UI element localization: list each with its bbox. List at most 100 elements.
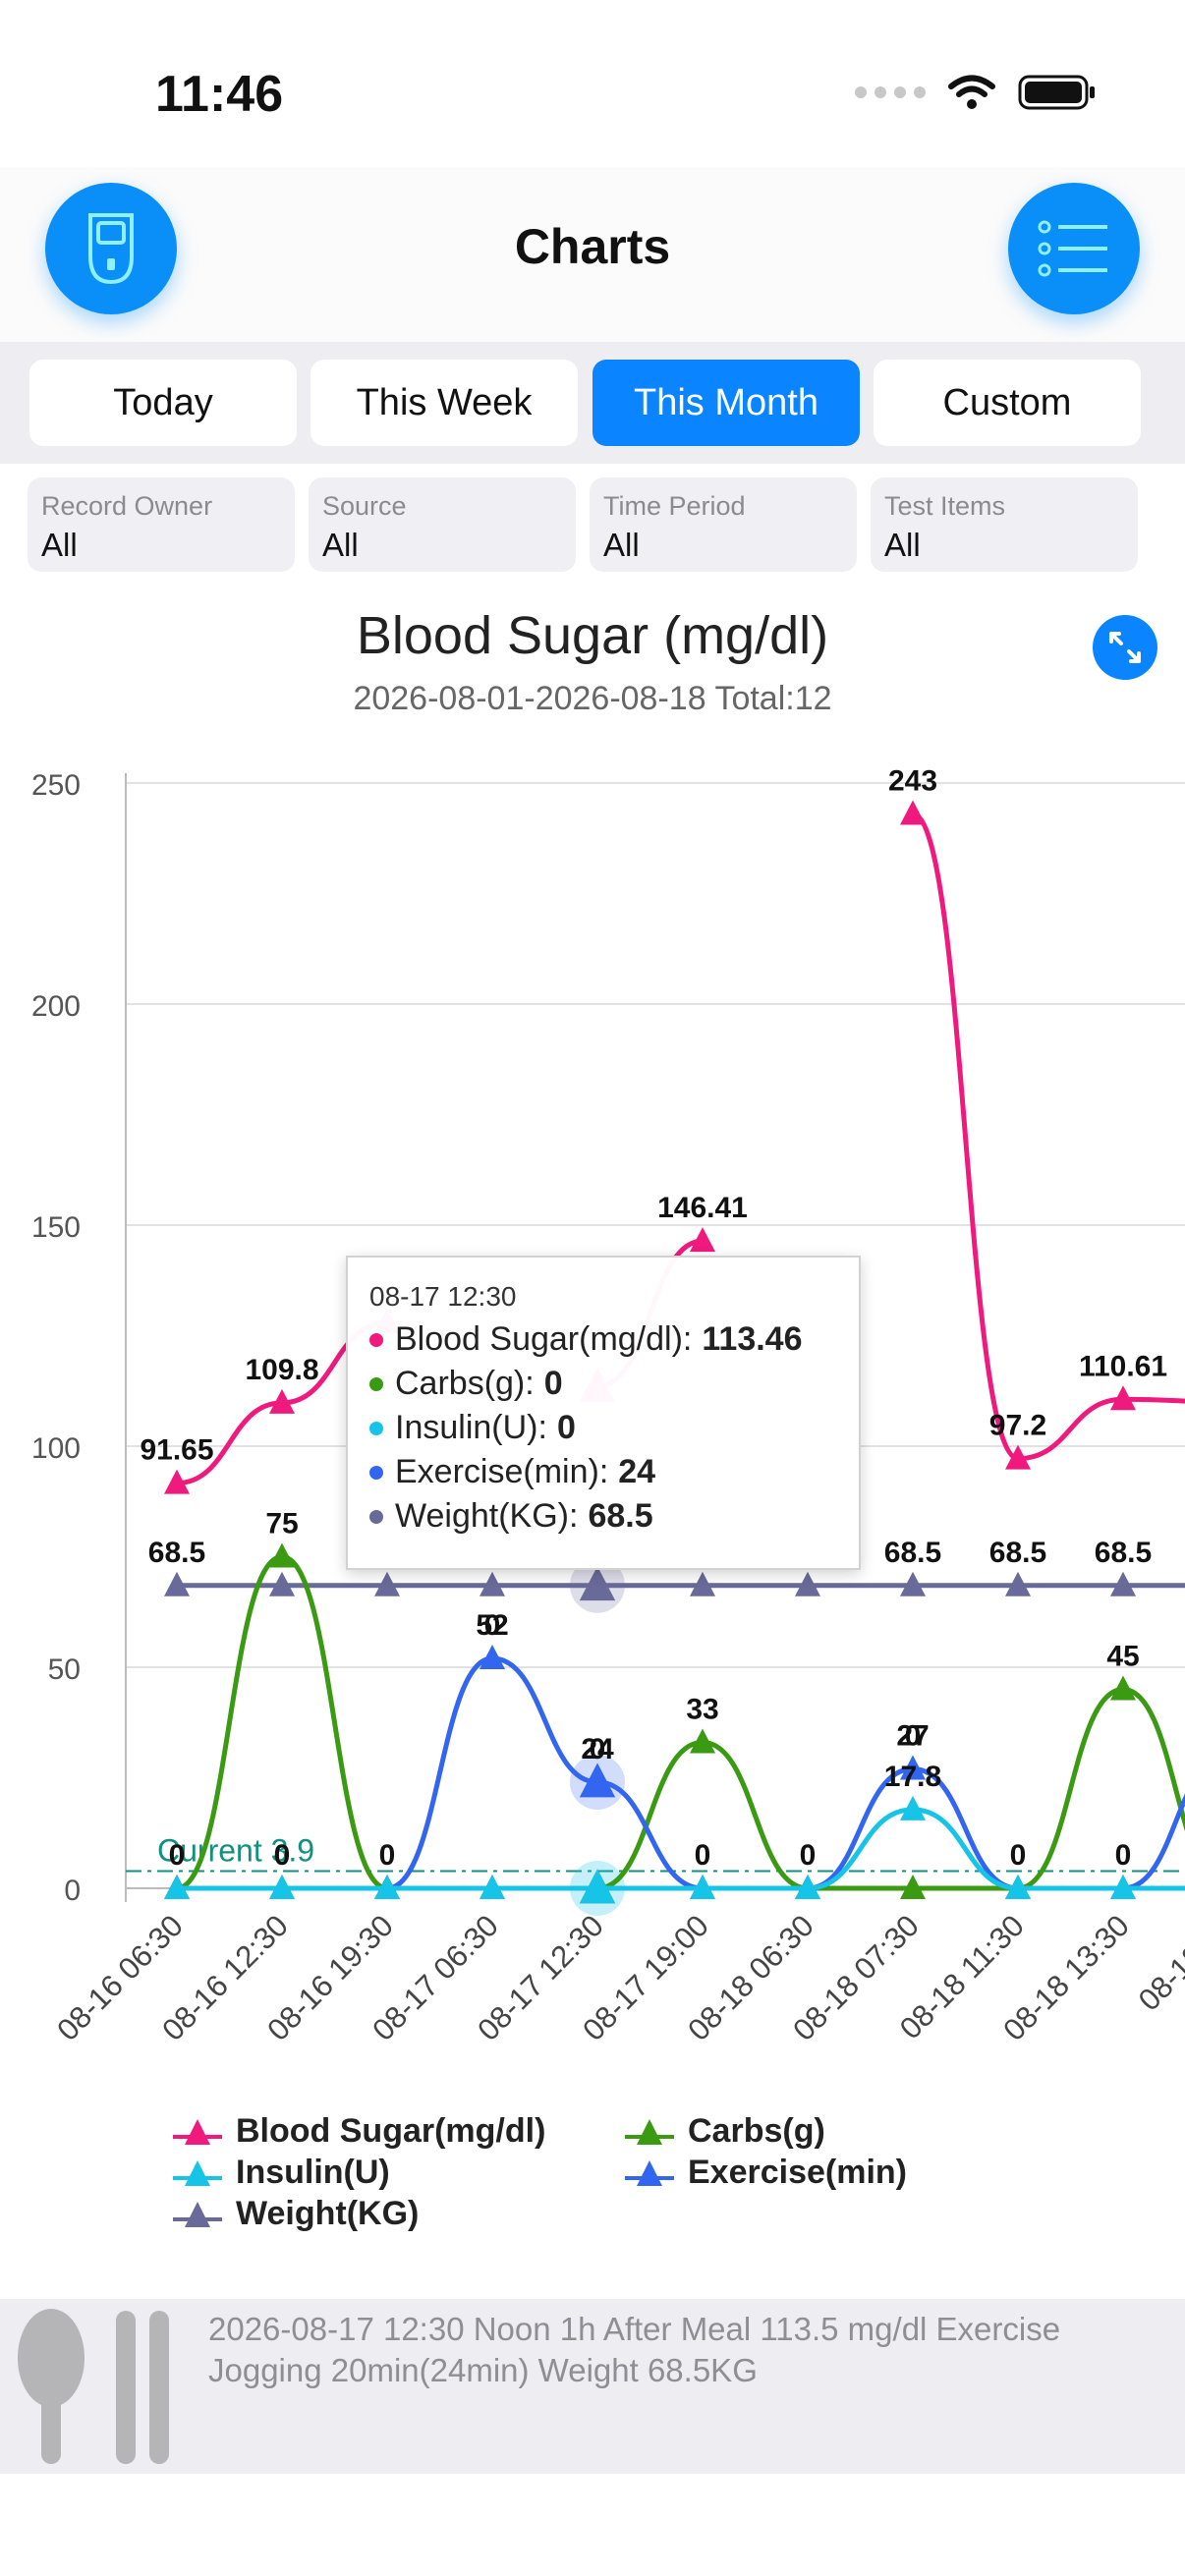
triangle-icon [625,2159,674,2186]
data-label: 110.61 [1079,1350,1167,1382]
status-bar: 11:46 [0,0,1185,167]
data-point-marker [1005,1444,1031,1470]
data-point-marker [579,1869,616,1904]
blood-sugar-dot-icon [369,1332,383,1347]
device-button[interactable] [45,183,177,314]
data-point-marker [480,1571,505,1596]
tooltip-series-name: Weight(KG) [395,1497,569,1535]
list-menu-button[interactable] [1008,183,1140,314]
data-point-marker [1110,1675,1136,1701]
data-point-marker [374,1875,400,1899]
data-label: 0 [905,1720,922,1753]
data-point-marker [690,1571,715,1596]
y-tick-label: 250 [31,769,81,802]
tab-today[interactable]: Today [29,360,297,446]
legend-label: Insulin(U) [236,2154,390,2191]
legend-exercise[interactable]: Exercise(min) [625,2154,907,2192]
header [0,167,1185,342]
chart-subtitle: 2026-08-01-2026-08-18 Total:12 [353,680,832,717]
tooltip-series-name: Exercise(min) [395,1453,599,1490]
y-tick-label: 50 [48,1653,81,1686]
filter-label: Source [322,491,407,521]
filter-source[interactable]: Source All [309,477,576,572]
tooltip-series-value: 24 [618,1453,656,1490]
data-point-marker [795,1875,820,1899]
filter-record-owner[interactable]: Record Owner All [28,477,295,572]
data-point-marker [1110,1875,1136,1899]
page-title: Charts [514,219,671,274]
filter-test-items[interactable]: Test Items All [871,477,1138,572]
data-point-marker [269,1542,295,1568]
data-label: 91.65 [140,1434,213,1467]
legend-insulin[interactable]: Insulin(U) [173,2154,390,2192]
tooltip-title: 08-17 12:30 [369,1281,517,1312]
triangle-icon [173,2159,222,2186]
tooltip-series-value: 113.46 [702,1320,803,1358]
data-point-marker [164,1571,190,1596]
tab-this-week[interactable]: This Week [310,360,578,446]
data-point-marker [690,1875,715,1899]
data-point-marker [900,800,926,825]
tooltip-series-name: Insulin(U) [395,1409,538,1446]
data-label: 68.5 [989,1537,1046,1569]
carbs-dot-icon [369,1376,383,1391]
filter-time-period[interactable]: Time Period All [590,477,857,572]
reference-line-label: Current 3.9 [157,1832,314,1868]
selected-record-card[interactable]: 2026-08-17 12:30 Noon 1h After Meal 113.… [0,2299,1185,2474]
glucose-meter-icon [88,213,134,285]
data-point-marker [690,1728,715,1754]
tooltip-series-value: 0 [556,1409,576,1446]
data-label: 17.8 [884,1761,941,1793]
fork-spoon-icon [18,2309,169,2464]
y-tick-label: 100 [31,1432,81,1465]
record-summary-text: 2026-08-17 12:30 Noon 1h After Meal 113.… [208,2311,1061,2388]
y-tick-label: 0 [64,1875,81,1907]
triangle-icon [173,2118,222,2145]
legend-weight[interactable]: Weight(KG) [173,2195,419,2233]
data-label: 75 [265,1508,298,1540]
filter-label: Time Period [603,491,746,521]
data-label: 0 [1010,1839,1027,1872]
data-label: 68.5 [884,1537,941,1569]
tooltip-row: Exercise(min):24 [369,1453,655,1491]
data-point-marker [1110,1571,1136,1596]
data-label: 109.8 [245,1354,318,1386]
filter-value: All [41,527,78,563]
data-point-marker [269,1571,295,1596]
data-label: 0 [695,1839,711,1872]
chart-tooltip: 08-17 12:30 Blood Sugar(mg/dl):113.46 Ca… [346,1256,861,1570]
data-point-marker [269,1875,295,1899]
filter-label: Test Items [884,491,1006,521]
series-line [177,1807,1185,1891]
data-label: 68.5 [1095,1537,1152,1569]
legend-carbs[interactable]: Carbs(g) [625,2112,825,2151]
exercise-dot-icon [369,1465,383,1480]
data-label: 0 [169,1839,186,1872]
data-label: 0 [379,1839,396,1872]
data-point-marker [374,1571,400,1596]
data-label: 97.2 [989,1410,1046,1442]
data-point-marker [900,1571,926,1596]
y-tick-label: 200 [31,990,81,1023]
list-icon [1038,220,1107,277]
data-label: 0 [484,1609,501,1642]
data-point-marker [900,1795,926,1820]
legend-blood-sugar[interactable]: Blood Sugar(mg/dl) [173,2112,545,2151]
data-label: 33 [686,1694,718,1726]
expand-chart-button[interactable] [1093,615,1157,680]
tab-this-month[interactable]: This Month [592,360,860,446]
data-label: 24 [581,1733,614,1765]
data-point-marker [1005,1571,1031,1596]
data-point-marker [579,1566,616,1601]
filter-value: All [603,527,640,563]
tooltip-row: Insulin(U):0 [369,1409,576,1447]
data-label: 0 [1115,1839,1132,1872]
triangle-icon [625,2118,674,2145]
data-point-marker [795,1571,820,1596]
data-point-marker [1110,1385,1136,1411]
data-point-marker [1005,1875,1031,1899]
period-tabs: Today This Week This Month Custom [0,342,1185,464]
tab-custom[interactable]: Custom [874,360,1141,446]
tooltip-series-name: Carbs(g) [395,1365,526,1402]
